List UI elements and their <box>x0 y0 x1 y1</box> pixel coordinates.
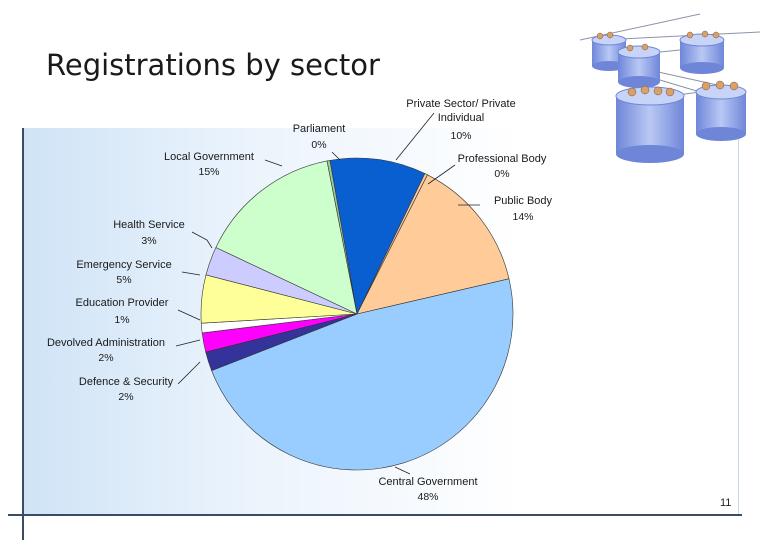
slice-label: Education Provider <box>76 297 169 309</box>
slice-label: Central Government <box>378 476 477 488</box>
leader-lines <box>175 112 480 475</box>
right-vertical-rule <box>738 128 739 514</box>
leader-line <box>264 159 283 167</box>
leader-line <box>175 339 201 347</box>
slice-percentage-label: 0% <box>311 139 326 151</box>
slice-percentage-label: 1% <box>114 314 129 326</box>
leader-line <box>331 151 341 161</box>
slice-label: Local Government <box>164 151 254 163</box>
slice-label: Professional Body <box>458 153 547 165</box>
slice-label: Individual <box>438 112 484 124</box>
slice-percentage-label: 10% <box>450 130 471 142</box>
leader-line <box>177 309 201 321</box>
pie-slice-local-government <box>215 160 358 315</box>
pie-slice-public-body <box>356 174 510 315</box>
slice-label: Public Body <box>494 195 553 207</box>
page-number: 11 <box>720 497 732 509</box>
pie-slice-private-sector-private-individual <box>329 157 426 315</box>
leader-line <box>394 466 411 475</box>
slide-title: Registrations by sector <box>46 48 380 82</box>
slice-percentage-label: 5% <box>116 274 131 286</box>
slice-percentage-label: 3% <box>141 235 156 247</box>
slice-percentage-label: 48% <box>417 491 438 503</box>
pie-slices <box>200 157 514 471</box>
leader-line <box>191 231 213 249</box>
slice-percentage-label: 14% <box>512 211 533 223</box>
slice-percentage-label: 2% <box>98 352 113 364</box>
leader-line <box>395 112 435 161</box>
left-vertical-rule <box>22 128 24 540</box>
slice-percentage-label: 2% <box>118 391 133 403</box>
leader-line <box>427 164 456 185</box>
slice-label: Defence & Security <box>79 376 174 388</box>
leader-line <box>177 361 201 385</box>
pie-slice-central-government <box>211 278 514 471</box>
slice-percentage-label: 15% <box>198 166 219 178</box>
slice-labels: Private Sector/ Private Individual 10% Prof… <box>47 98 553 503</box>
slice-label: Emergency Service <box>76 259 171 271</box>
slice-label: Health Service <box>113 219 185 231</box>
bottom-horizontal-rule <box>8 514 742 516</box>
slice-label: Parliament <box>293 123 346 135</box>
slice-label: Devolved Administration <box>47 337 165 349</box>
pie-slice-parliament <box>326 160 358 315</box>
slice-label: Private Sector/ Private <box>406 98 515 110</box>
slice-percentage-label: 0% <box>494 168 509 180</box>
leader-line <box>181 271 201 276</box>
